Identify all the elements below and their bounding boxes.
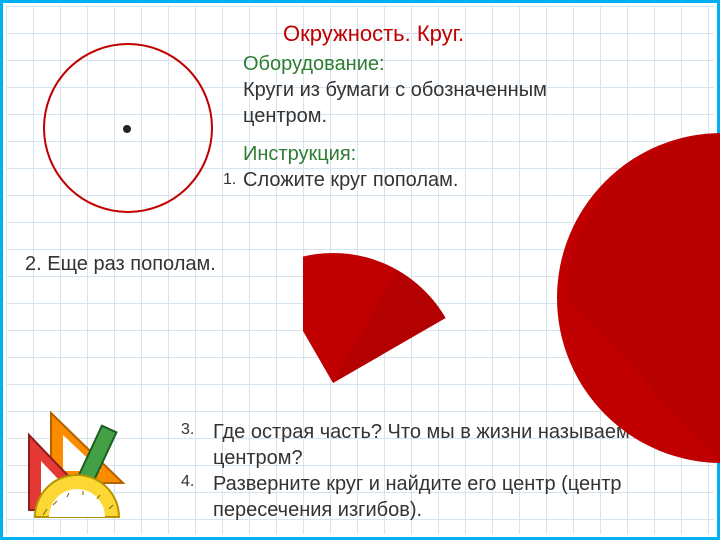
step3-number: 3.	[181, 421, 194, 439]
step1-text: Сложите круг пополам.	[243, 169, 458, 192]
equipment-label: Оборудование:	[243, 53, 385, 76]
step4-text: Разверните круг и найдите его центр (цен…	[213, 471, 663, 523]
circle-center-dot	[123, 125, 131, 133]
step2-text: 2. Еще раз пополам.	[25, 253, 216, 276]
quarter-circle-shape	[303, 233, 483, 413]
step1-number: 1.	[223, 171, 236, 189]
instruction-label: Инструкция:	[243, 143, 356, 166]
geometry-tools-icon	[23, 405, 153, 525]
page-title: Окружность. Круг.	[283, 21, 464, 47]
step4-number: 4.	[181, 473, 194, 491]
half-circle-shape	[527, 128, 720, 468]
equipment-text: Круги из бумаги с обозначенным центром.	[243, 77, 603, 129]
slide-frame: Окружность. Круг. Оборудование: Круги из…	[0, 0, 720, 540]
